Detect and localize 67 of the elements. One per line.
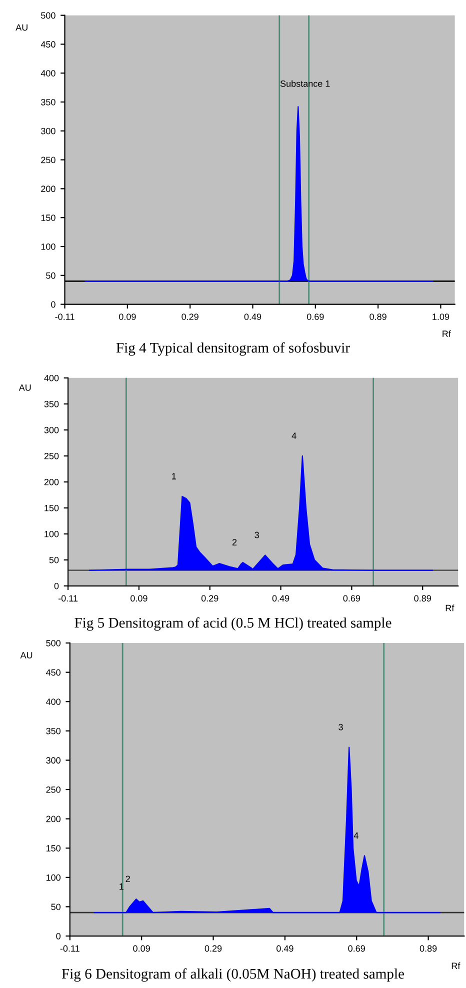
y-tick-label: 200 [46, 816, 61, 822]
x-tick-label: 0.89 [420, 945, 437, 952]
annotation: 3 [338, 724, 343, 730]
x-tick-label: 0.69 [306, 314, 324, 320]
y-tick-label: 150 [46, 845, 61, 852]
y-tick-label: 100 [44, 530, 59, 538]
y-tick-label: 250 [46, 786, 61, 793]
y-tick-label: 50 [46, 272, 56, 279]
x-tick-label: 0.49 [276, 945, 294, 952]
annotation: 3 [254, 532, 259, 538]
x-tick-label: 0.89 [414, 595, 431, 602]
annotation: 2 [126, 876, 130, 882]
y-axis-title: AU [20, 652, 32, 658]
x-tick-label: 0.29 [182, 314, 198, 320]
y-tick-label: 50 [51, 904, 61, 910]
x-axis-title: Rf [452, 962, 460, 969]
y-tick-label: 250 [44, 452, 59, 460]
text: Fig 5 Densitogram of acid (0.5 M HCl) treated sample [74, 617, 392, 631]
y-tick-label: 0 [51, 301, 56, 308]
y-axis-title: AU [16, 24, 28, 31]
y-tick-label: 300 [46, 757, 61, 764]
x-tick-label: -0.11 [55, 314, 74, 320]
y-tick-label: 500 [46, 640, 61, 646]
y-tick-label: 250 [41, 156, 56, 164]
annotation: 4 [292, 432, 296, 439]
x-axis-title: Rf [446, 604, 454, 612]
annotation: 1 [120, 883, 124, 890]
x-tick-label: -0.11 [58, 595, 78, 602]
x-tick-label: 0.89 [370, 314, 386, 320]
y-tick-label: 400 [46, 698, 61, 705]
y-tick-label: 450 [46, 669, 61, 676]
y-tick-label: 450 [40, 41, 56, 48]
y-tick-label: 200 [41, 186, 56, 192]
x-tick-label: 0.09 [119, 314, 136, 320]
y-tick-label: 500 [41, 12, 56, 19]
x-tick-label: 1.09 [432, 314, 450, 320]
y-axis-title: AU [18, 384, 31, 391]
text: Fig 4 Typical densitogram of sofosbuvir [116, 342, 350, 356]
x-axis-title: Rf [442, 330, 451, 337]
y-tick-label: 350 [46, 728, 61, 734]
x-tick-label: 0.49 [244, 314, 262, 320]
y-tick-label: 0 [56, 933, 61, 940]
y-tick-label: 300 [44, 426, 59, 434]
annotation: 4 [354, 832, 358, 839]
x-tick-label: 0.69 [343, 595, 360, 602]
y-tick-label: 350 [41, 98, 56, 106]
y-tick-label: 100 [46, 874, 61, 881]
y-tick-label: 200 [44, 478, 59, 486]
y-tick-label: 0 [54, 582, 59, 590]
y-tick-label: 150 [44, 504, 59, 512]
x-tick-label: 0.09 [130, 595, 148, 602]
annotation: 2 [232, 539, 237, 546]
y-tick-label: 300 [41, 128, 56, 134]
x-tick-label: -0.11 [60, 945, 80, 952]
x-tick-label: 0.29 [201, 595, 218, 602]
x-tick-label: 0.29 [204, 945, 222, 952]
y-tick-label: 150 [41, 214, 56, 221]
y-tick-label: 100 [41, 243, 56, 250]
text: Fig 6 Densitogram of alkali (0.05M NaOH) treated sample [62, 968, 404, 982]
x-tick-label: 0.09 [133, 945, 150, 952]
y-tick-label: 400 [44, 374, 59, 382]
y-tick-label: 400 [40, 70, 56, 76]
y-tick-label: 350 [44, 400, 59, 408]
y-tick-label: 50 [49, 556, 59, 564]
x-tick-label: 0.49 [272, 595, 290, 602]
annotation: 1 [172, 473, 176, 480]
x-tick-label: 0.69 [348, 945, 365, 952]
